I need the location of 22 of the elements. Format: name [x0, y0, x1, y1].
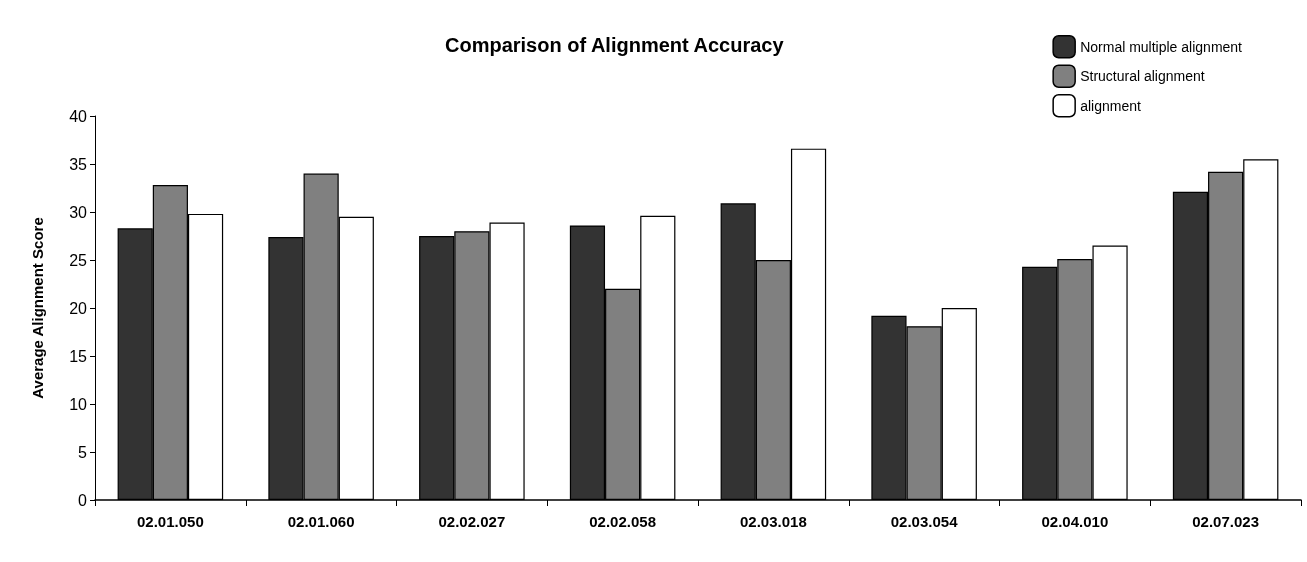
x-tick-label: 02.02.058 [589, 513, 656, 530]
y-tick-label: 40 [69, 107, 88, 125]
y-tick-label: 25 [69, 251, 88, 269]
y-axis-title: Average Alignment Score [29, 217, 46, 399]
x-tick-label: 02.02.027 [438, 513, 506, 530]
y-tick-label: 20 [69, 299, 88, 317]
legend-label: Normal multiple alignment [1080, 38, 1243, 55]
chart-title: Comparison of Alignment Accuracy [445, 34, 785, 56]
y-tick-label: 10 [69, 395, 88, 413]
legend-label: Structural alignment [1080, 68, 1205, 85]
y-tick-label: 0 [78, 491, 88, 509]
y-tick-label: 15 [69, 347, 88, 365]
x-tick-label: 02.04.010 [1041, 513, 1109, 530]
y-tick-label: 5 [78, 443, 88, 461]
y-tick-label: 35 [69, 155, 88, 173]
x-tick-label: 02.01.060 [287, 513, 355, 530]
x-tick-label: 02.03.054 [890, 513, 959, 530]
x-tick-label: 02.03.018 [740, 513, 807, 530]
x-tick-label: 02.07.023 [1192, 513, 1259, 530]
x-tick-label: 02.01.050 [137, 513, 204, 530]
y-tick-label: 30 [69, 203, 88, 221]
legend-label: alignment [1080, 97, 1141, 114]
